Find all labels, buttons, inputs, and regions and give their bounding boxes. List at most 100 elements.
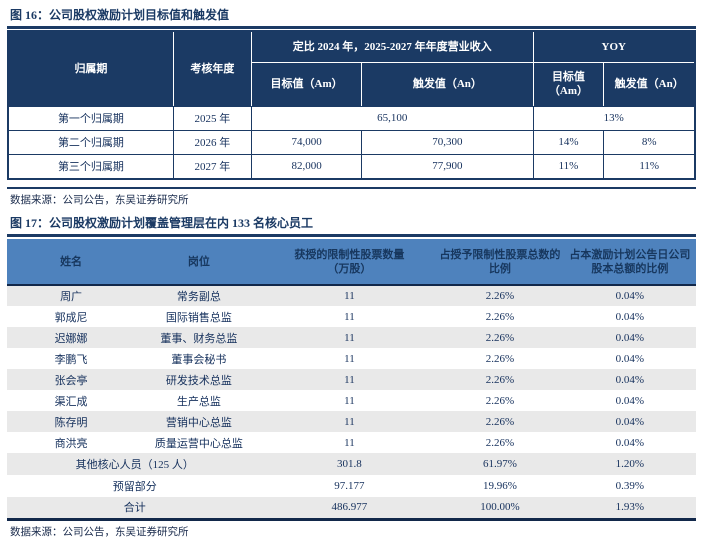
target-cell: 82,000 [250, 153, 363, 178]
trigger-cell: 77,900 [361, 153, 534, 178]
position-cell: 董事、财务总监 [135, 327, 263, 348]
col-header-trigger-an: 触发值（An） [361, 61, 534, 107]
table-row: 商洪亮 质量运营中心总监 11 2.26% 0.04% [7, 432, 696, 453]
target-cell: 74,000 [250, 129, 363, 155]
pct-granted-cell: 2.26% [436, 348, 564, 369]
trigger-cell: 70,300 [361, 129, 534, 155]
position-cell: 董事会秘书 [135, 348, 263, 369]
pct-granted-cell: 2.26% [436, 369, 564, 390]
name-cell: 李鹏飞 [7, 348, 136, 369]
figure16-title: 图 16：公司股权激励计划目标值和触发值 [10, 8, 230, 22]
table-row: 渠汇成 生产总监 11 2.26% 0.04% [7, 390, 696, 411]
col-header-shares-line1: 获授的限制性股票数量 [294, 248, 405, 261]
incentive-targets-table-wrap: 归属期 考核年度 定比 2024 年，2025-2027 年年度营业收入 YOY… [7, 30, 696, 180]
name-cell: 陈存明 [7, 411, 136, 432]
year-cell: 2026 年 [172, 129, 252, 155]
col-header-shares-line2: （万股） [327, 262, 372, 275]
table-row: 张会亭 研发技术总监 11 2.26% 0.04% [7, 369, 696, 390]
pct-granted-cell: 100.00% [436, 497, 564, 519]
summary-row-total: 合计 486.977 100.00% 1.93% [7, 497, 696, 519]
pct-capital-cell: 0.04% [563, 411, 696, 432]
yoy-target-cell: 14% [532, 129, 605, 155]
source-separator-rule [7, 187, 696, 189]
pct-granted-cell: 2.26% [436, 411, 564, 432]
summary-label-cell: 合计 [7, 497, 263, 519]
position-cell: 常务副总 [135, 285, 263, 306]
pct-granted-cell: 61.97% [436, 453, 564, 475]
col-header-yoy-target-am: 目标值（Am） [532, 61, 605, 107]
period-cell: 第一个归属期 [9, 105, 174, 131]
pct-granted-cell: 2.26% [436, 285, 564, 306]
figure17-title: 图 17：公司股权激励计划覆盖管理层在内 133 名核心员工 [10, 216, 314, 230]
table-row: 郭成尼 国际销售总监 11 2.26% 0.04% [7, 306, 696, 327]
name-cell: 郭成尼 [7, 306, 136, 327]
name-cell: 迟娜娜 [7, 327, 136, 348]
pct-granted-cell: 2.26% [436, 432, 564, 453]
period-cell: 第二个归属期 [9, 129, 174, 155]
summary-label-cell: 其他核心人员（125 人） [7, 453, 263, 475]
shares-cell: 301.8 [262, 453, 437, 475]
col-group-yoy: YOY [532, 32, 694, 63]
shares-cell: 11 [262, 411, 437, 432]
period-cell: 第三个归属期 [9, 153, 174, 178]
pct-capital-cell: 0.04% [563, 348, 696, 369]
table-row: 李鹏飞 董事会秘书 11 2.26% 0.04% [7, 348, 696, 369]
summary-row-reserved: 预留部分 97.177 19.96% 0.39% [7, 475, 696, 497]
data-source-figure16: 数据来源：公司公告，东吴证券研究所 [10, 195, 189, 206]
data-source-figure17: 数据来源：公司公告，东吴证券研究所 [10, 526, 189, 538]
pct-capital-cell: 1.20% [563, 453, 696, 475]
name-cell: 商洪亮 [7, 432, 136, 453]
figure16-title-rule [7, 26, 696, 29]
pct-capital-cell: 0.04% [563, 327, 696, 348]
position-cell: 营销中心总监 [135, 411, 263, 432]
name-cell: 周广 [7, 285, 136, 306]
col-header-name: 姓名 [7, 239, 136, 286]
col-header-year: 考核年度 [172, 32, 252, 107]
yoy-target-cell: 11% [532, 153, 605, 178]
shares-cell: 11 [262, 306, 437, 327]
table-row: 第二个归属期 2026 年 74,000 70,300 14% 8% [9, 129, 694, 155]
col-header-shares: 获授的限制性股票数量 （万股） [262, 239, 437, 286]
summary-row-other-staff: 其他核心人员（125 人） 301.8 61.97% 1.20% [7, 453, 696, 475]
incentive-targets-table: 归属期 考核年度 定比 2024 年，2025-2027 年年度营业收入 YOY… [9, 32, 694, 178]
table-row: 第一个归属期 2025 年 65,100 13% [9, 105, 694, 131]
col-header-target-am: 目标值（Am） [251, 61, 363, 107]
shares-cell: 486.977 [262, 497, 437, 519]
shares-cell: 11 [262, 369, 437, 390]
yoy-trigger-cell: 11% [603, 153, 694, 178]
pct-granted-cell: 2.26% [436, 390, 564, 411]
yoy-merged-cell: 13% [532, 105, 694, 131]
pct-capital-cell: 0.04% [563, 369, 696, 390]
pct-granted-cell: 2.26% [436, 306, 564, 327]
shares-cell: 97.177 [262, 475, 437, 497]
pct-capital-cell: 0.04% [563, 390, 696, 411]
shares-cell: 11 [262, 348, 437, 369]
table-row: 陈存明 营销中心总监 11 2.26% 0.04% [7, 411, 696, 432]
shares-cell: 11 [262, 327, 437, 348]
name-cell: 渠汇成 [7, 390, 136, 411]
col-group-revenue: 定比 2024 年，2025-2027 年年度营业收入 [250, 32, 534, 63]
revenue-merged-cell: 65,100 [250, 105, 534, 131]
pct-capital-cell: 0.04% [563, 306, 696, 327]
header-row: 姓名 岗位 获授的限制性股票数量 （万股） 占授予限制性股票总数的比例 占本激励… [7, 239, 696, 286]
incentive-targets-table-header: 归属期 考核年度 定比 2024 年，2025-2027 年年度营业收入 YOY… [9, 32, 694, 107]
col-header-period: 归属期 [9, 32, 174, 107]
shares-cell: 11 [262, 390, 437, 411]
incentive-coverage-table-header: 姓名 岗位 获授的限制性股票数量 （万股） 占授予限制性股票总数的比例 占本激励… [7, 239, 696, 286]
col-header-pct-granted: 占授予限制性股票总数的比例 [436, 239, 564, 286]
position-cell: 研发技术总监 [135, 369, 263, 390]
pct-granted-cell: 19.96% [436, 475, 564, 497]
position-cell: 生产总监 [135, 390, 263, 411]
position-cell: 质量运营中心总监 [135, 432, 263, 453]
year-cell: 2027 年 [172, 153, 252, 178]
col-header-pct-capital: 占本激励计划公告日公司股本总额的比例 [563, 239, 696, 286]
header-row-groups: 归属期 考核年度 定比 2024 年，2025-2027 年年度营业收入 YOY [9, 32, 694, 107]
pct-capital-cell: 1.93% [563, 497, 696, 519]
col-header-position: 岗位 [135, 239, 263, 286]
yoy-trigger-cell: 8% [603, 129, 694, 155]
table-row: 迟娜娜 董事、财务总监 11 2.26% 0.04% [7, 327, 696, 348]
position-cell: 国际销售总监 [135, 306, 263, 327]
name-cell: 张会亭 [7, 369, 136, 390]
table-row: 第三个归属期 2027 年 82,000 77,900 11% 11% [9, 153, 694, 178]
